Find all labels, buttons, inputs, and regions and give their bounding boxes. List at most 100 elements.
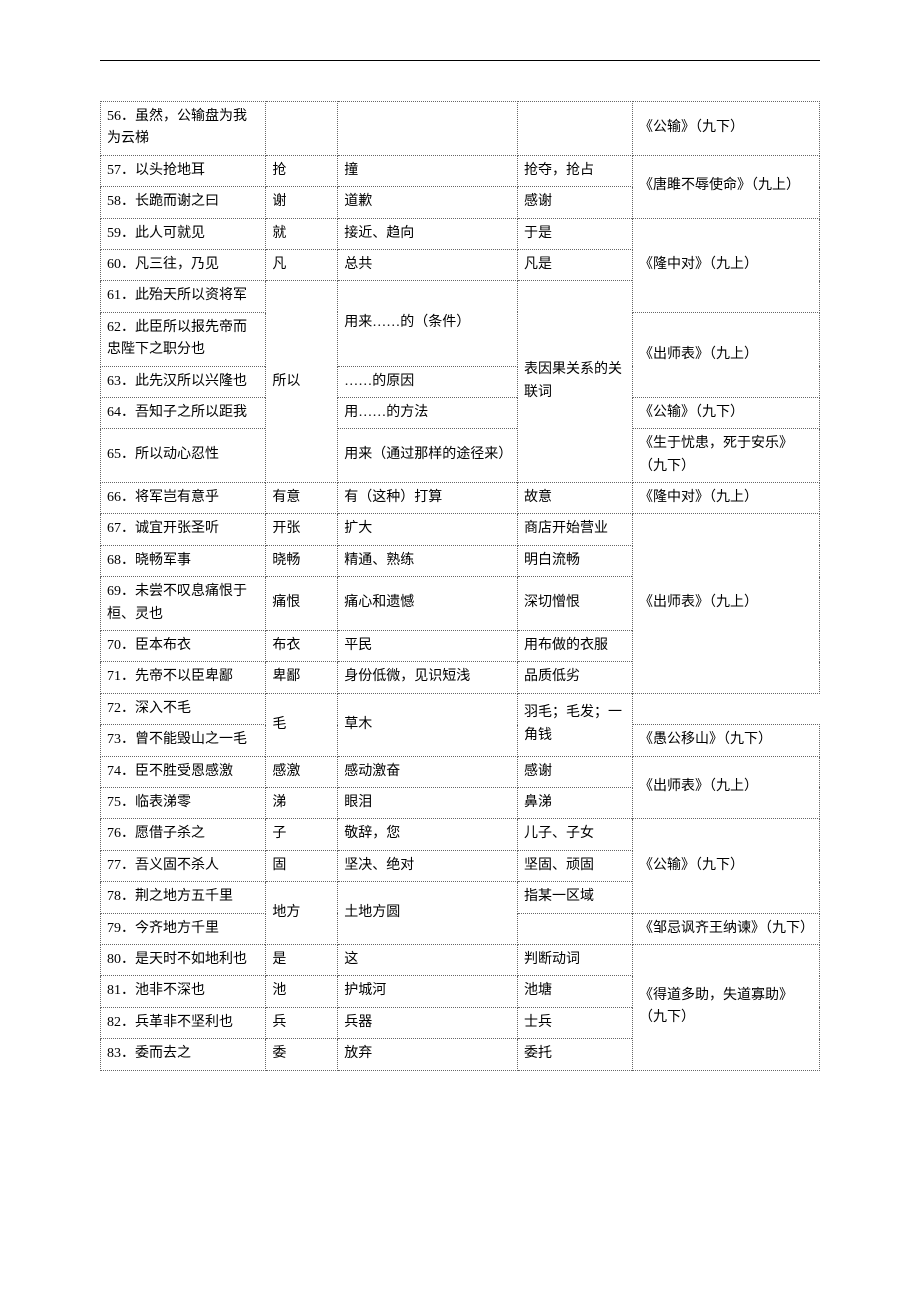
cell-word: 卑鄙 (266, 662, 338, 693)
cell-word: 兵 (266, 1007, 338, 1038)
cell-modern: 羽毛；毛发；一角钱 (518, 693, 633, 756)
cell-example: 66．将军岂有意乎 (101, 483, 266, 514)
cell-ancient: 感动激奋 (338, 756, 518, 787)
cell-example: 75．临表涕零 (101, 787, 266, 818)
cell-modern: 坚固、顽固 (518, 850, 633, 881)
cell-ancient: 痛心和遗憾 (338, 577, 518, 631)
cell-ancient: 总共 (338, 249, 518, 280)
cell-modern: 感谢 (518, 187, 633, 218)
cell-ancient: 撞 (338, 155, 518, 186)
cell-ancient: 道歉 (338, 187, 518, 218)
cell-word: 痛恨 (266, 577, 338, 631)
cell-example: 79．今齐地方千里 (101, 913, 266, 944)
cell-ancient: 这 (338, 944, 518, 975)
cell-word: 所以 (266, 281, 338, 483)
top-rule (100, 60, 820, 61)
cell-word: 就 (266, 218, 338, 249)
cell-example: 77．吾义固不杀人 (101, 850, 266, 881)
cell-ancient: 接近、趋向 (338, 218, 518, 249)
cell-modern: 士兵 (518, 1007, 633, 1038)
cell-example: 72．深入不毛 (101, 693, 266, 724)
table-row: 76．愿借子杀之子敬辞，您儿子、子女《公输》（九下） (101, 819, 820, 850)
cell-ancient: 放弃 (338, 1039, 518, 1070)
cell-word (266, 102, 338, 156)
cell-word: 地方 (266, 882, 338, 945)
cell-ancient: 草木 (338, 693, 518, 756)
cell-example: 81．池非不深也 (101, 976, 266, 1007)
cell-example: 57．以头抢地耳 (101, 155, 266, 186)
cell-example: 73．曾不能毁山之一毛 (101, 725, 266, 756)
cell-ancient: 用来……的（条件） (338, 281, 518, 366)
cell-ancient: 土地方圆 (338, 882, 518, 945)
vocab-table: 56．虽然，公输盘为我为云梯《公输》（九下）57．以头抢地耳抢撞抢夺，抢占《唐雎… (100, 101, 820, 1071)
cell-source: 《生于忧患，死于安乐》（九下） (633, 429, 820, 483)
cell-ancient: 兵器 (338, 1007, 518, 1038)
cell-ancient: 用……的方法 (338, 397, 518, 428)
cell-modern: 表因果关系的关联词 (518, 281, 633, 483)
cell-example: 76．愿借子杀之 (101, 819, 266, 850)
cell-source: 《愚公移山》（九下） (633, 725, 820, 756)
cell-example: 61．此殆天所以资将军 (101, 281, 266, 312)
cell-modern: 鼻涕 (518, 787, 633, 818)
cell-ancient (338, 102, 518, 156)
table-row: 59．此人可就见就接近、趋向于是《隆中对》（九上） (101, 218, 820, 249)
cell-modern: 儿子、子女 (518, 819, 633, 850)
table-row: 57．以头抢地耳抢撞抢夺，抢占《唐雎不辱使命》（九上） (101, 155, 820, 186)
cell-ancient: 有（这种）打算 (338, 483, 518, 514)
cell-source: 《公输》（九下） (633, 102, 820, 156)
cell-modern: 品质低劣 (518, 662, 633, 693)
cell-word: 毛 (266, 693, 338, 756)
cell-modern: 委托 (518, 1039, 633, 1070)
cell-ancient: ……的原因 (338, 366, 518, 397)
cell-example: 59．此人可就见 (101, 218, 266, 249)
cell-example: 64．吾知子之所以距我 (101, 397, 266, 428)
cell-example: 67．诚宜开张圣听 (101, 514, 266, 545)
cell-ancient: 坚决、绝对 (338, 850, 518, 881)
cell-source: 《隆中对》（九上） (633, 218, 820, 312)
cell-example: 83．委而去之 (101, 1039, 266, 1070)
cell-example: 65．所以动心忍性 (101, 429, 266, 483)
cell-example: 60．凡三往，乃见 (101, 249, 266, 280)
cell-word: 感激 (266, 756, 338, 787)
table-row: 66．将军岂有意乎有意有（这种）打算故意《隆中对》（九上） (101, 483, 820, 514)
cell-ancient: 护城河 (338, 976, 518, 1007)
cell-example: 74．臣不胜受恩感激 (101, 756, 266, 787)
cell-word: 有意 (266, 483, 338, 514)
cell-example: 58．长跪而谢之曰 (101, 187, 266, 218)
cell-modern: 深切憎恨 (518, 577, 633, 631)
table-row: 74．臣不胜受恩感激感激感动激奋感谢《出师表》（九上） (101, 756, 820, 787)
cell-modern: 指某一区域 (518, 882, 633, 913)
cell-example: 62．此臣所以报先帝而忠陛下之职分也 (101, 312, 266, 366)
cell-source: 《公输》（九下） (633, 397, 820, 428)
cell-source: 《出师表》（九上） (633, 756, 820, 819)
cell-example: 80．是天时不如地利也 (101, 944, 266, 975)
cell-word: 晓畅 (266, 545, 338, 576)
cell-ancient: 敬辞，您 (338, 819, 518, 850)
cell-source: 《公输》（九下） (633, 819, 820, 913)
cell-ancient: 眼泪 (338, 787, 518, 818)
cell-source: 《隆中对》（九上） (633, 483, 820, 514)
cell-word: 池 (266, 976, 338, 1007)
cell-word: 抢 (266, 155, 338, 186)
cell-modern: 商店开始营业 (518, 514, 633, 545)
cell-modern: 抢夺，抢占 (518, 155, 633, 186)
table-row: 67．诚宜开张圣听开张扩大商店开始营业《出师表》（九上） (101, 514, 820, 545)
cell-modern: 感谢 (518, 756, 633, 787)
cell-word: 固 (266, 850, 338, 881)
cell-example: 71．先帝不以臣卑鄙 (101, 662, 266, 693)
cell-example: 63．此先汉所以兴隆也 (101, 366, 266, 397)
cell-word: 谢 (266, 187, 338, 218)
table-row: 72．深入不毛毛草木羽毛；毛发；一角钱 (101, 693, 820, 724)
table-row: 56．虽然，公输盘为我为云梯《公输》（九下） (101, 102, 820, 156)
cell-ancient: 用来（通过那样的途径来） (338, 429, 518, 483)
cell-example: 68．晓畅军事 (101, 545, 266, 576)
cell-modern: 用布做的衣服 (518, 631, 633, 662)
cell-modern: 池塘 (518, 976, 633, 1007)
table-row: 80．是天时不如地利也是这判断动词《得道多助，失道寡助》（九下） (101, 944, 820, 975)
cell-modern: 故意 (518, 483, 633, 514)
document-page: 56．虽然，公输盘为我为云梯《公输》（九下）57．以头抢地耳抢撞抢夺，抢占《唐雎… (0, 0, 920, 1131)
cell-example: 70．臣本布衣 (101, 631, 266, 662)
cell-word: 涕 (266, 787, 338, 818)
cell-word: 是 (266, 944, 338, 975)
cell-modern: 判断动词 (518, 944, 633, 975)
